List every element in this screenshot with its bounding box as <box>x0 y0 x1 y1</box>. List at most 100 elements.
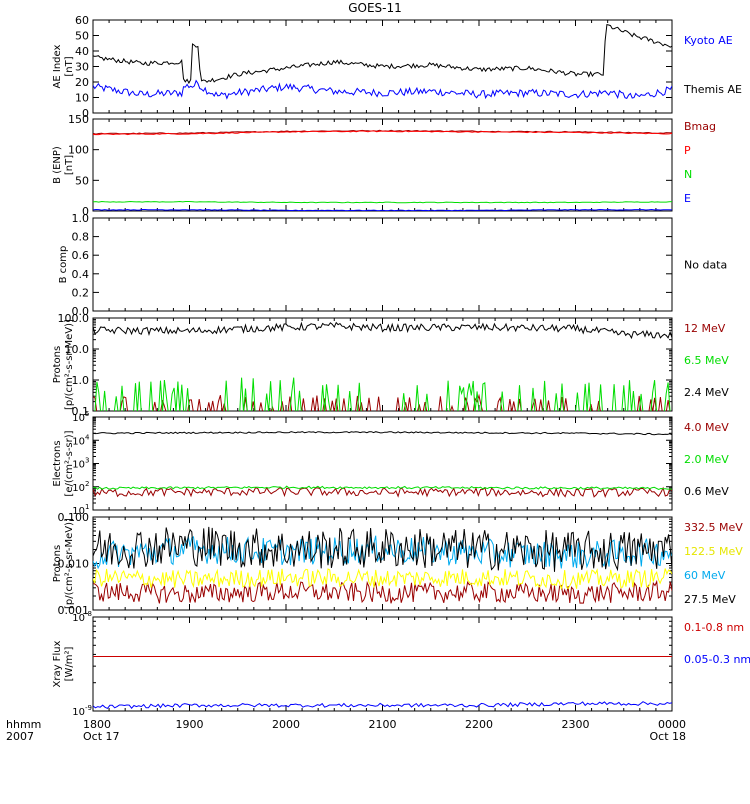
panel-protons_low: 0.1 1.0 10.0 100.0 Protons [p/(cm²-s-sr-MeV)]… <box>52 312 729 418</box>
legend-label: 4.0 MeV <box>684 421 729 434</box>
y-axis-label: Protons <box>52 346 63 383</box>
y-tick-label: 50 <box>75 30 89 43</box>
series-line-n <box>93 200 672 204</box>
y-tick-label: 60 <box>75 14 89 27</box>
time-tick-label: 2200 <box>465 718 493 731</box>
y-tick-label: 0.6 <box>72 249 90 262</box>
y-tick-label: 30 <box>75 61 89 74</box>
legend-label: P <box>684 144 691 157</box>
series-group <box>93 321 672 411</box>
y-tick-label: 0.8 <box>72 231 90 244</box>
y-axis-label: Protons <box>52 545 63 582</box>
y-axis-label: Electrons <box>52 440 63 486</box>
series-line-e <box>93 208 672 211</box>
y-tick-exponent: 2 <box>85 480 89 488</box>
y-axis-label: B comp <box>58 246 69 284</box>
legend-label: N <box>684 168 692 181</box>
y-axis-label: [e/(cm²-s-sr)] <box>64 430 75 496</box>
y-tick-label: 10.0 <box>65 343 90 356</box>
series-line-122-5-mev <box>93 568 672 591</box>
series-line-2-4-mev <box>93 321 672 340</box>
series-line-60-mev <box>93 535 672 570</box>
legend-label: Bmag <box>684 120 716 133</box>
legend-label: 6.5 MeV <box>684 354 729 367</box>
y-tick-label: 10 <box>72 506 85 517</box>
y-tick-label: 0.4 <box>72 268 90 281</box>
panel-ae: 0 10 20 30 40 50 60 AE Index [nT] Kyoto AE Themis … <box>52 14 742 120</box>
series-group <box>93 526 672 604</box>
time-tick-label: 1800 <box>83 718 111 731</box>
legend-label: 0.1-0.8 nm <box>684 621 744 634</box>
y-tick-exponent: -9 <box>85 704 92 712</box>
y-tick-label: 0.1 <box>72 405 90 418</box>
y-tick-label: 100 <box>68 144 89 157</box>
legend-label: 12 MeV <box>684 322 726 335</box>
time-tick-label: 2300 <box>562 718 590 731</box>
series-line-4-0-mev <box>93 486 672 498</box>
series-group <box>93 129 672 211</box>
legend-label: E <box>684 192 691 205</box>
y-tick-exponent: 3 <box>85 457 89 465</box>
y-tick-label: 1.0 <box>72 212 90 225</box>
y-axis-label: [nT] <box>64 56 75 76</box>
y-tick-label: 10 <box>72 707 85 718</box>
series-group <box>93 431 672 498</box>
y-tick-label: 0.0 <box>72 305 90 318</box>
time-label-hhmm: hhmm <box>6 718 41 731</box>
legend-label: 332.5 MeV <box>684 521 743 534</box>
time-label-year: 2007 <box>6 730 34 743</box>
legend-label: 2.4 MeV <box>684 386 729 399</box>
y-axis-label: Xray Flux <box>52 640 63 687</box>
legend-label: 122.5 MeV <box>684 545 743 558</box>
legend-label: 0.6 MeV <box>684 485 729 498</box>
y-tick-label: 10 <box>72 436 85 447</box>
series-line-332-5-mev <box>93 579 672 604</box>
y-tick-label: 10 <box>72 413 85 424</box>
y-tick-exponent: 5 <box>85 410 89 418</box>
time-tick-date: Oct 17 <box>83 730 120 743</box>
series-line-p <box>93 130 672 136</box>
series-line-themis-ae <box>93 23 672 85</box>
y-tick-label: 40 <box>75 45 89 58</box>
y-tick-label: 0 <box>82 205 89 218</box>
series-line-0-6-mev <box>93 431 672 436</box>
panel-protons_high: 0.001 0.010 0.100 Protons [p/(cm²-s-sr-MeV)]… <box>52 511 743 617</box>
legend-label: Themis AE <box>683 83 742 96</box>
series-line-27-5-mev <box>93 526 672 572</box>
panel-bfield: 0 50 100 150 B (ENP) [nT] Bmag PNE <box>52 113 716 218</box>
time-tick-label: 1900 <box>176 718 204 731</box>
y-tick-label: 20 <box>75 76 89 89</box>
series-line-kyoto-ae <box>93 79 672 100</box>
legend-label: 27.5 MeV <box>684 593 736 606</box>
time-tick-label: 2000 <box>272 718 300 731</box>
time-tick-label: 2100 <box>369 718 397 731</box>
legend-label: 0.05-0.3 nm <box>684 653 750 666</box>
no-data-label: No data <box>684 259 727 272</box>
y-axis-label: AE Index <box>52 44 63 88</box>
y-tick-exponent: 1 <box>85 503 89 511</box>
y-tick-label: 10 <box>72 483 85 494</box>
y-tick-label: 0 <box>82 107 89 120</box>
y-axis-label: [p/(cm²-s-sr-MeV)] <box>64 319 75 410</box>
time-tick-label: 0000 <box>658 718 686 731</box>
y-tick-label: 0.2 <box>72 286 90 299</box>
series-line-2-0-mev <box>93 485 672 491</box>
y-tick-label: 50 <box>75 174 89 187</box>
y-tick-label: 0.001 <box>58 604 90 617</box>
legend-label: 60 MeV <box>684 569 726 582</box>
y-tick-label: 1.0 <box>72 374 90 387</box>
y-tick-label: 10 <box>72 613 85 624</box>
y-tick-label: 10 <box>75 92 89 105</box>
legend-label: Kyoto AE <box>684 34 733 47</box>
y-tick-label: 10 <box>72 460 85 471</box>
y-tick-label: 150 <box>68 113 89 126</box>
y-tick-label: 0.100 <box>58 511 90 524</box>
y-tick-label: 100.0 <box>58 312 90 325</box>
figure-title: GOES-11 <box>348 1 402 15</box>
